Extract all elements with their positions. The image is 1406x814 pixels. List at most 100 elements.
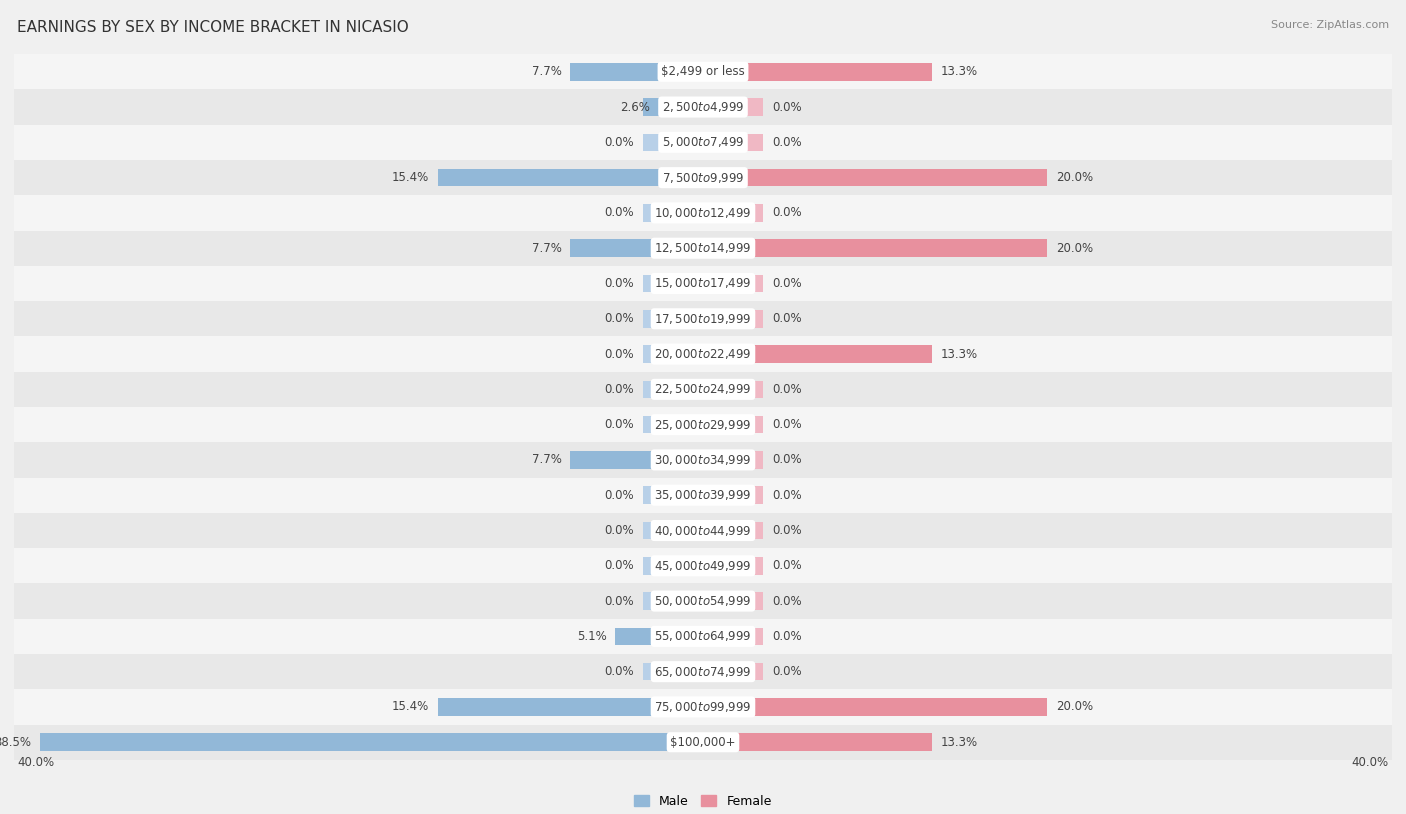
Text: Source: ZipAtlas.com: Source: ZipAtlas.com <box>1271 20 1389 30</box>
Bar <box>643 239 703 257</box>
Bar <box>643 663 703 681</box>
Text: 13.3%: 13.3% <box>941 65 977 78</box>
Bar <box>14 372 1392 407</box>
Bar <box>437 698 643 716</box>
Text: 0.0%: 0.0% <box>772 630 801 643</box>
Bar <box>703 628 763 646</box>
Bar <box>14 478 1392 513</box>
Text: $65,000 to $74,999: $65,000 to $74,999 <box>654 665 752 679</box>
Text: $2,500 to $4,999: $2,500 to $4,999 <box>662 100 744 114</box>
Text: 0.0%: 0.0% <box>772 136 801 149</box>
Bar <box>703 133 763 151</box>
Bar <box>643 310 703 327</box>
Bar <box>643 380 703 398</box>
Bar <box>703 274 763 292</box>
Bar <box>14 55 1392 90</box>
Text: $7,500 to $9,999: $7,500 to $9,999 <box>662 171 744 185</box>
Bar <box>643 733 703 751</box>
Bar <box>703 698 763 716</box>
Text: 15.4%: 15.4% <box>392 700 429 713</box>
Bar <box>703 451 763 469</box>
Text: 0.0%: 0.0% <box>772 559 801 572</box>
Text: $10,000 to $12,499: $10,000 to $12,499 <box>654 206 752 220</box>
Bar <box>14 689 1392 724</box>
Text: 0.0%: 0.0% <box>605 348 634 361</box>
Bar <box>643 168 703 186</box>
Bar <box>643 557 703 575</box>
Bar <box>703 168 763 186</box>
Bar <box>643 204 703 221</box>
Bar <box>703 416 763 434</box>
Text: 0.0%: 0.0% <box>605 383 634 396</box>
Text: 7.7%: 7.7% <box>531 453 562 466</box>
Text: 0.0%: 0.0% <box>605 207 634 220</box>
Text: $55,000 to $64,999: $55,000 to $64,999 <box>654 629 752 643</box>
Text: 7.7%: 7.7% <box>531 242 562 255</box>
Bar <box>571 451 643 469</box>
Text: $50,000 to $54,999: $50,000 to $54,999 <box>654 594 752 608</box>
Text: 40.0%: 40.0% <box>1351 756 1389 769</box>
Text: 0.0%: 0.0% <box>772 488 801 501</box>
Bar <box>703 310 763 327</box>
Bar <box>14 336 1392 372</box>
Text: 0.0%: 0.0% <box>772 453 801 466</box>
Text: 0.0%: 0.0% <box>772 101 801 114</box>
Bar <box>643 593 703 610</box>
Text: 13.3%: 13.3% <box>941 348 977 361</box>
Text: EARNINGS BY SEX BY INCOME BRACKET IN NICASIO: EARNINGS BY SEX BY INCOME BRACKET IN NIC… <box>17 20 409 35</box>
Bar <box>571 239 643 257</box>
Bar <box>14 548 1392 584</box>
Text: $17,500 to $19,999: $17,500 to $19,999 <box>654 312 752 326</box>
Text: 7.7%: 7.7% <box>531 65 562 78</box>
Bar <box>39 733 643 751</box>
Text: 0.0%: 0.0% <box>605 524 634 537</box>
Bar <box>763 239 1047 257</box>
Text: 0.0%: 0.0% <box>772 313 801 326</box>
Text: 0.0%: 0.0% <box>605 488 634 501</box>
Bar <box>703 98 763 116</box>
Bar <box>616 628 643 646</box>
Text: $2,499 or less: $2,499 or less <box>661 65 745 78</box>
Text: 0.0%: 0.0% <box>772 277 801 290</box>
Bar <box>571 63 643 81</box>
Text: 0.0%: 0.0% <box>605 313 634 326</box>
Text: 20.0%: 20.0% <box>1056 700 1094 713</box>
Bar <box>763 733 932 751</box>
Bar <box>437 168 643 186</box>
Bar <box>703 663 763 681</box>
Bar <box>643 628 703 646</box>
Bar <box>703 487 763 504</box>
Text: 0.0%: 0.0% <box>605 277 634 290</box>
Text: 0.0%: 0.0% <box>772 207 801 220</box>
Text: 0.0%: 0.0% <box>772 594 801 607</box>
Text: 0.0%: 0.0% <box>772 524 801 537</box>
Text: 0.0%: 0.0% <box>605 418 634 431</box>
Text: 40.0%: 40.0% <box>17 756 55 769</box>
Text: 20.0%: 20.0% <box>1056 171 1094 184</box>
Text: $35,000 to $39,999: $35,000 to $39,999 <box>654 488 752 502</box>
Text: 13.3%: 13.3% <box>941 736 977 749</box>
Bar <box>703 733 763 751</box>
Text: 0.0%: 0.0% <box>605 136 634 149</box>
Bar <box>14 266 1392 301</box>
Text: 15.4%: 15.4% <box>392 171 429 184</box>
Text: $75,000 to $99,999: $75,000 to $99,999 <box>654 700 752 714</box>
Text: $5,000 to $7,499: $5,000 to $7,499 <box>662 135 744 149</box>
Bar <box>703 345 763 363</box>
Bar <box>643 63 703 81</box>
Bar <box>643 698 703 716</box>
Bar <box>763 63 932 81</box>
Bar <box>14 584 1392 619</box>
Text: $30,000 to $34,999: $30,000 to $34,999 <box>654 453 752 467</box>
Text: $40,000 to $44,999: $40,000 to $44,999 <box>654 523 752 537</box>
Text: 20.0%: 20.0% <box>1056 242 1094 255</box>
Text: $25,000 to $29,999: $25,000 to $29,999 <box>654 418 752 431</box>
Bar <box>14 125 1392 160</box>
Bar <box>643 522 703 540</box>
Text: 0.0%: 0.0% <box>605 559 634 572</box>
Text: 2.6%: 2.6% <box>620 101 650 114</box>
Bar <box>14 513 1392 548</box>
Bar <box>14 619 1392 654</box>
Bar <box>763 345 932 363</box>
Text: $20,000 to $22,499: $20,000 to $22,499 <box>654 347 752 361</box>
